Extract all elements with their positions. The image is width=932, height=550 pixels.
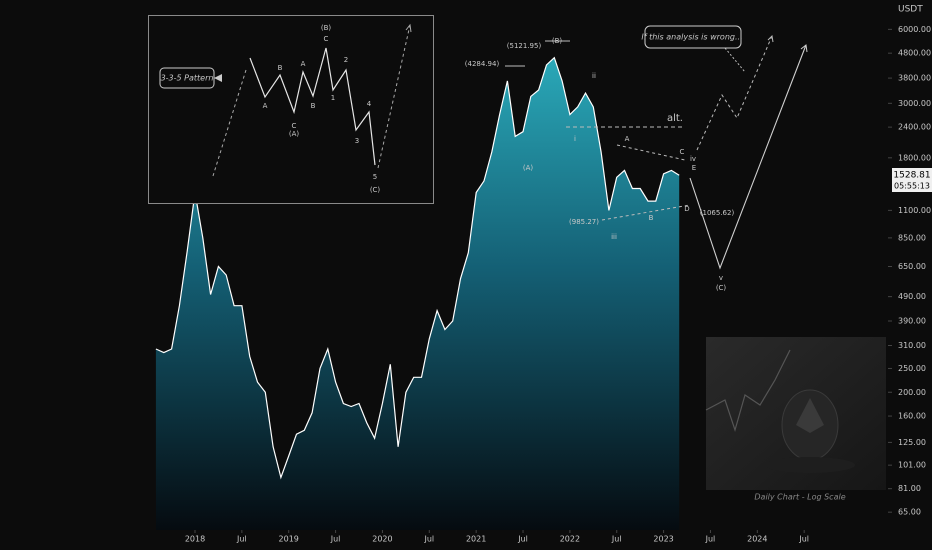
x-tick-label: 2024 xyxy=(747,535,767,544)
annotation: (985.27) xyxy=(569,218,599,226)
y-tick-label: 6000.00 xyxy=(898,25,931,34)
currency: USDT xyxy=(898,5,923,15)
y-tick-label: 1800.00 xyxy=(898,153,931,162)
annotation: iii xyxy=(611,233,617,241)
y-tick-label: 310.00 xyxy=(898,341,926,350)
x-tick-label: 2020 xyxy=(372,535,392,544)
y-tick-label: 650.00 xyxy=(898,262,926,271)
projection xyxy=(505,25,808,270)
pattern-label: 2 xyxy=(344,56,348,64)
y-tick-label: 4800.00 xyxy=(898,49,931,58)
line xyxy=(155,56,680,480)
x-tick-label: 2023 xyxy=(653,535,673,544)
y-tick-label: 160.00 xyxy=(898,412,926,421)
annotation: D xyxy=(684,205,689,213)
annotation: C xyxy=(680,148,685,156)
inset-image xyxy=(705,337,886,490)
annotation: i xyxy=(574,135,576,143)
x-tick-label: 2022 xyxy=(560,535,580,544)
annotations: (5121.95)(B)(4284.94)iii(A)alt.ACivEDB(9… xyxy=(161,24,846,502)
pattern-label: (C) xyxy=(370,186,381,194)
annotation: A xyxy=(625,135,630,143)
y-tick-label: 490.00 xyxy=(898,292,926,301)
annotation: B xyxy=(649,214,654,222)
x-tick-label: Jul xyxy=(705,535,716,544)
y-tick-label: 3000.00 xyxy=(898,99,931,108)
pattern-label: 3 xyxy=(355,137,359,145)
annotation: (5121.95) xyxy=(507,42,542,50)
annotation: (4284.94) xyxy=(465,60,500,68)
annotation: alt. xyxy=(667,113,683,124)
x-tick-label: Jul xyxy=(330,535,341,544)
countdown: 05:55:13 xyxy=(894,182,930,191)
pattern-label: 4 xyxy=(367,100,372,108)
y-tick-label: 1100.00 xyxy=(898,206,931,215)
last-price-box xyxy=(892,168,932,192)
y-tick-label: 125.00 xyxy=(898,438,926,447)
x-tick-label: Jul xyxy=(611,535,622,544)
y-tick-label: 3800.00 xyxy=(898,74,931,83)
y-tick-label: 850.00 xyxy=(898,233,926,242)
pattern-label: A xyxy=(301,60,306,68)
x-tick-label: Jul xyxy=(798,535,809,544)
y-tick-label: 101.00 xyxy=(898,461,926,470)
pattern-label: C xyxy=(324,35,329,43)
plot-area xyxy=(155,28,892,533)
x-tick-label: Jul xyxy=(517,535,528,544)
y-tick-label: 200.00 xyxy=(898,388,926,397)
pattern-label: (B) xyxy=(321,24,332,32)
annotation: Daily Chart - Log Scale xyxy=(754,493,845,502)
y-tick-label: 250.00 xyxy=(898,364,926,373)
annotation: (1065.62) xyxy=(700,209,735,217)
pattern-label: B xyxy=(311,102,316,110)
x-tick-label: 2018 xyxy=(185,535,205,544)
y-tick-label: 390.00 xyxy=(898,316,926,325)
pattern-label: C xyxy=(292,122,297,130)
y-tick-label: 2400.00 xyxy=(898,123,931,132)
annotation: v xyxy=(719,274,723,282)
pattern-label: B xyxy=(278,64,283,72)
y-tick-label: 81.00 xyxy=(898,484,921,493)
pattern-label: 1 xyxy=(331,94,335,102)
pattern-label: A xyxy=(263,102,268,110)
last-price: 1528.81 xyxy=(893,171,930,181)
annotation: (B) xyxy=(552,37,563,45)
x-tick-label: 2019 xyxy=(279,535,299,544)
pattern-label: (A) xyxy=(289,130,300,138)
pattern-title: 3-3-5 Pattern xyxy=(161,74,214,83)
pattern-box xyxy=(148,15,434,204)
annotation: E xyxy=(692,164,696,172)
annotation: (C) xyxy=(716,284,727,292)
x-tick-label: Jul xyxy=(423,535,434,544)
pattern-label: 5 xyxy=(373,173,377,181)
annotation: ii xyxy=(592,72,596,80)
annotation: iv xyxy=(690,155,696,163)
x-tick-label: Jul xyxy=(236,535,247,544)
area xyxy=(155,57,680,530)
x-tick-label: 2021 xyxy=(466,535,486,544)
y-tick-label: 65.00 xyxy=(898,508,921,517)
annotation: (A) xyxy=(523,164,534,172)
annotation: If this analysis is wrong... xyxy=(641,33,742,42)
